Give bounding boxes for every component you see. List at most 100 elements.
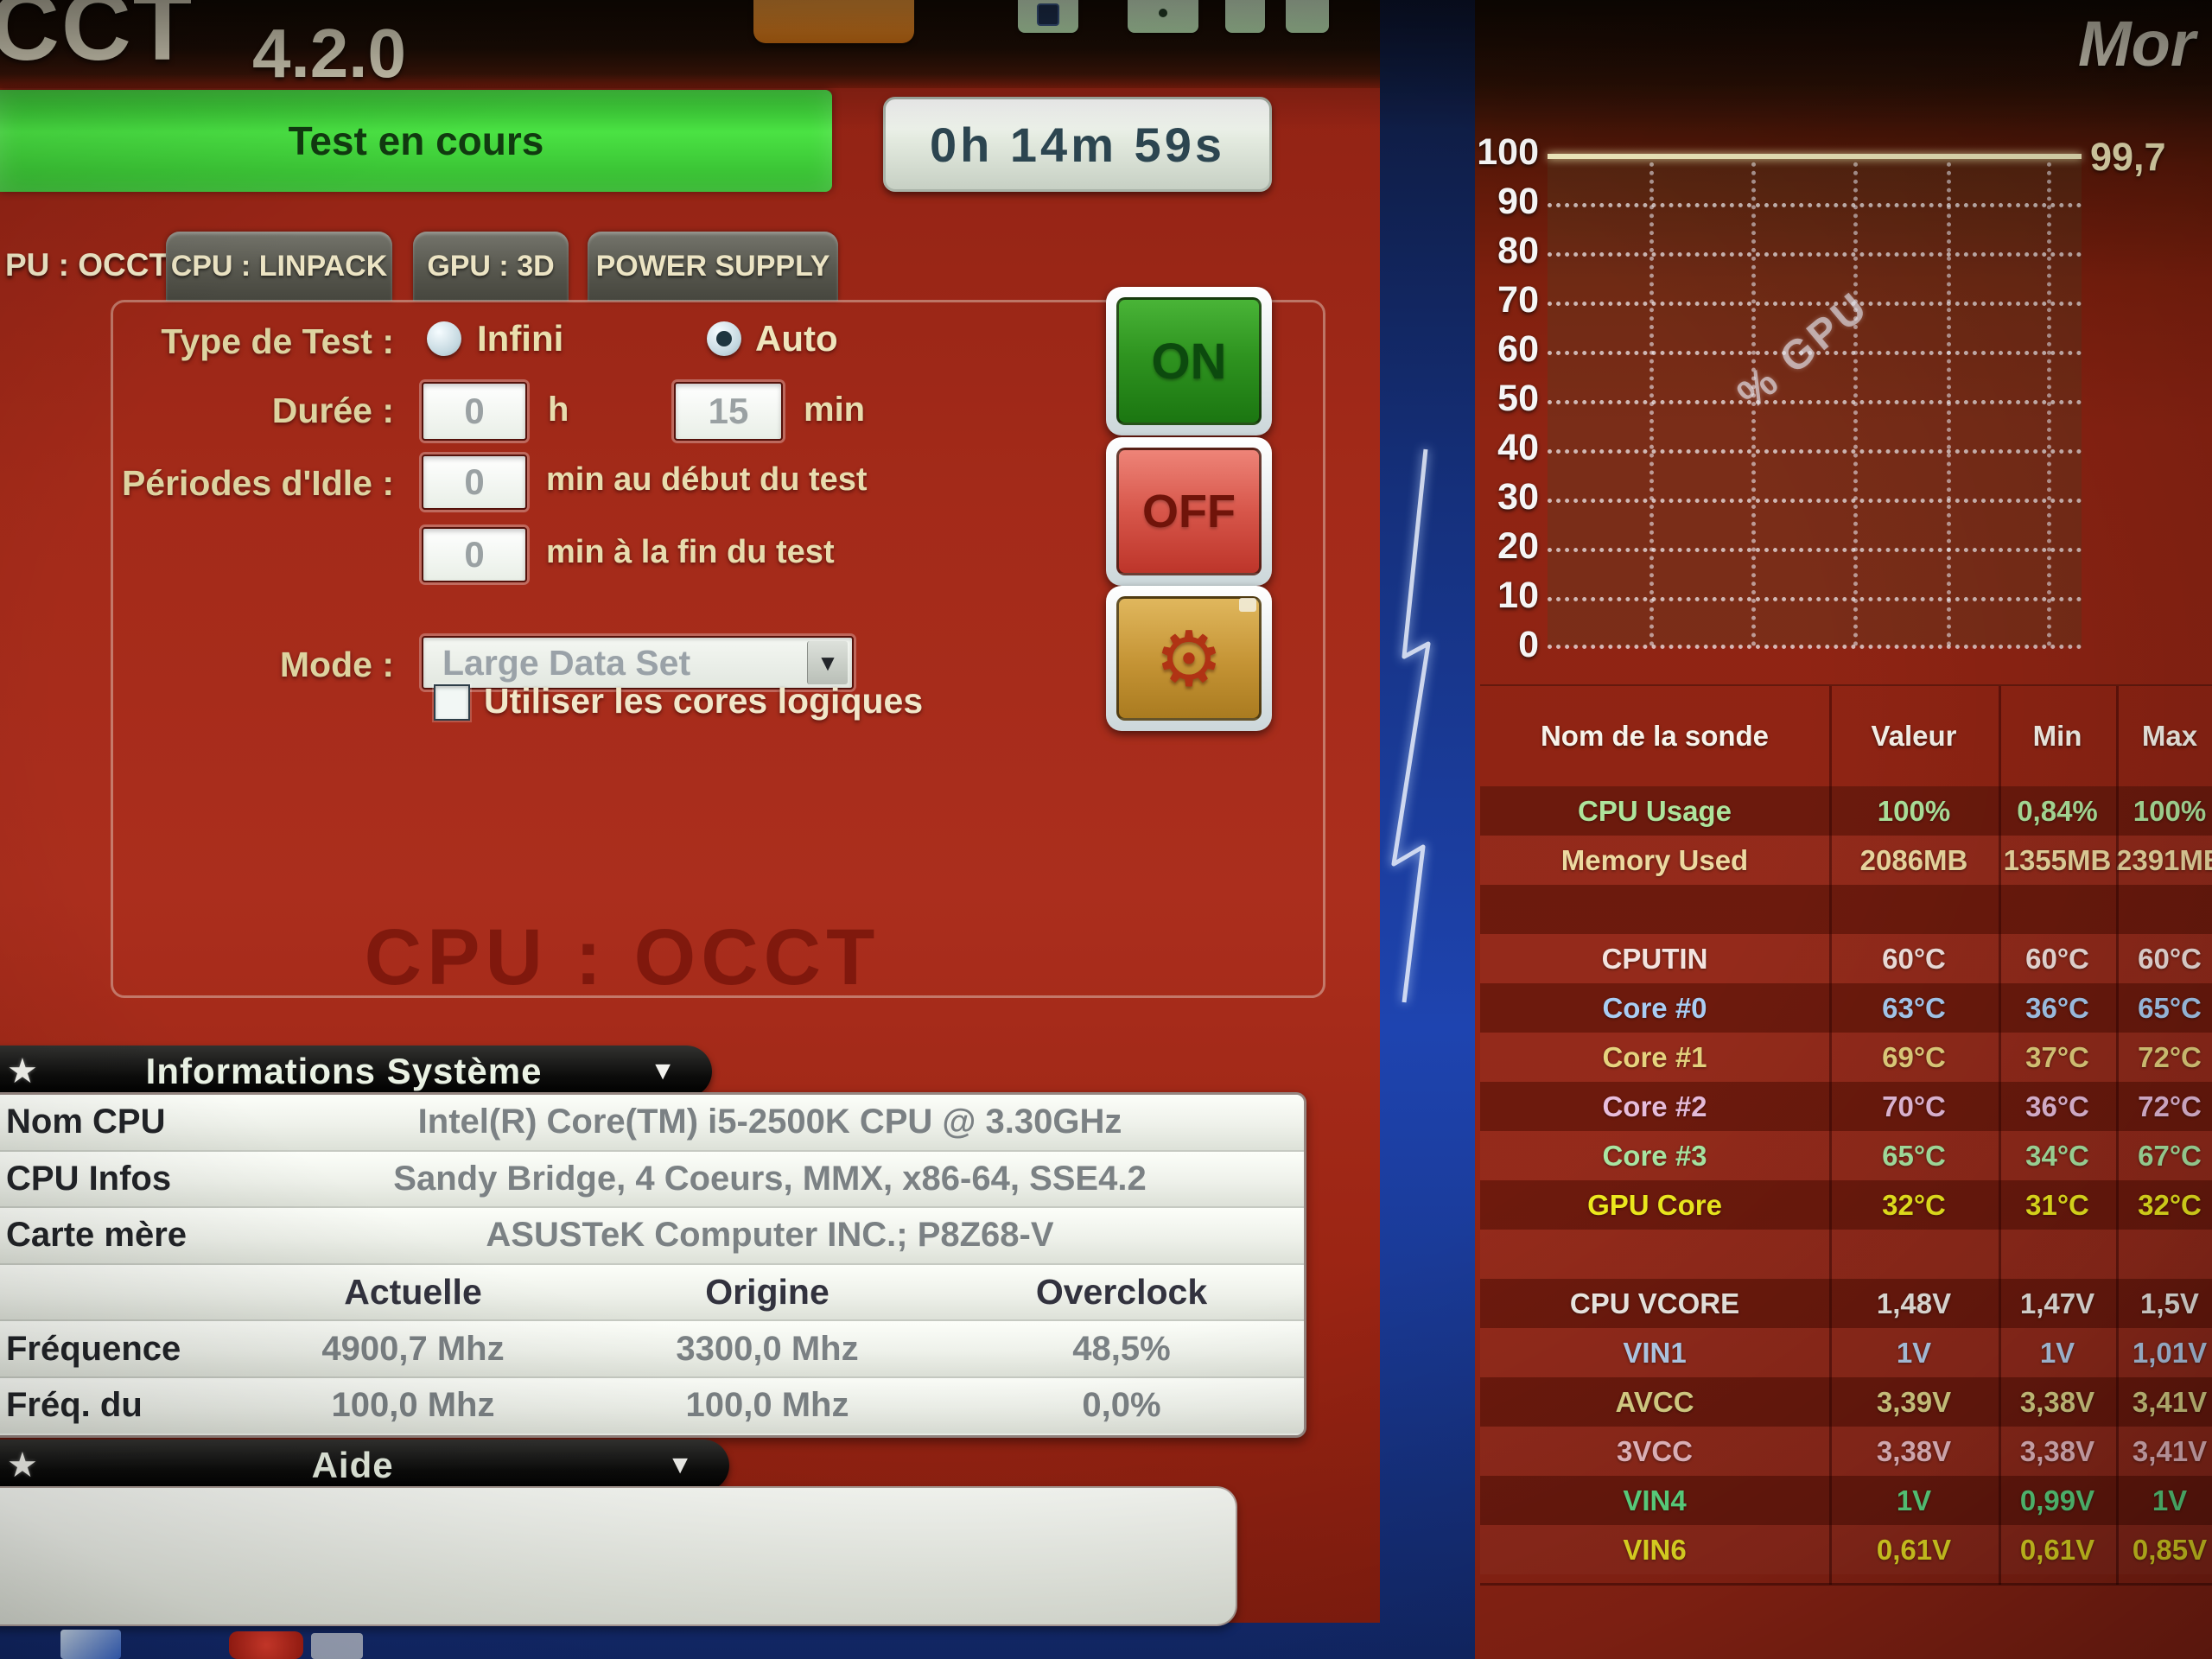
occt-main-window: CCT 4.2.0 Test en cours 0h 14m 59s PU : … xyxy=(0,0,1380,1626)
y-axis-tick: 50 xyxy=(1497,378,1539,419)
sensor-value: 1V xyxy=(1896,1484,1932,1516)
gridline xyxy=(1548,351,2082,355)
tab-cpu-linpack[interactable]: CPU : LINPACK xyxy=(166,232,392,301)
sensor-min: 34°C xyxy=(2025,1139,2089,1172)
idle-end-input[interactable]: 0 xyxy=(422,527,527,582)
sensor-value: 70°C xyxy=(1882,1090,1946,1122)
y-axis-tick: 80 xyxy=(1497,230,1539,271)
toolbar-mini-button-2[interactable] xyxy=(1128,0,1198,33)
orange-toolbar-button[interactable] xyxy=(753,0,914,43)
row-value: Sandy Bridge, 4 Coeurs, MMX, x86-64, SSE… xyxy=(393,1159,1147,1198)
sensor-row: CPU Usage 100% 0,84% 100% xyxy=(1480,786,2212,836)
toolbar-mini-button-4[interactable] xyxy=(1286,0,1329,33)
duree-hours-input[interactable]: 0 xyxy=(422,382,527,441)
star-icon: ★ xyxy=(7,1446,38,1484)
tab-power-supply[interactable]: POWER SUPPLY xyxy=(588,232,838,301)
sensor-value: 0,61V xyxy=(1876,1533,1952,1566)
radio-selected-dot xyxy=(716,331,732,346)
logical-cores-checkbox[interactable] xyxy=(434,684,470,721)
informations-systeme-header[interactable]: ★ Informations Système ▼ xyxy=(0,1046,712,1097)
gridline xyxy=(1947,154,1951,646)
settings-button[interactable]: ⚙ xyxy=(1106,586,1272,731)
row-value: ASUSTeK Computer INC.; P8Z68-V xyxy=(486,1216,1054,1255)
graph-plot-area: % GPU xyxy=(1548,154,2082,649)
y-axis-tick: 70 xyxy=(1497,279,1539,321)
aide-header[interactable]: ★ Aide ▼ xyxy=(0,1440,729,1491)
sensor-min: 0,99V xyxy=(2019,1484,2095,1516)
collapse-arrow-icon[interactable]: ▼ xyxy=(667,1451,693,1479)
sensor-max: 2391MB xyxy=(2116,843,2212,876)
sensor-max: 72°C xyxy=(2138,1040,2202,1073)
mode-select-arrow[interactable]: ▼ xyxy=(807,641,848,684)
tab-gpu-3d[interactable]: GPU : 3D xyxy=(413,232,569,301)
sensor-min: 1355MB xyxy=(2003,843,2112,876)
gridline xyxy=(2047,154,2051,646)
freq-actuelle: 4900,7 Mhz xyxy=(321,1329,505,1368)
sensor-name: Core #2 xyxy=(1602,1090,1707,1122)
sensor-row: 3VCC 3,38V 3,38V 3,41V xyxy=(1480,1427,2212,1476)
freq-actuelle: 100,0 Mhz xyxy=(331,1386,495,1425)
table-row: Carte mère ASUSTeK Computer INC.; P8Z68-… xyxy=(0,1208,1304,1265)
radio-auto-label[interactable]: Auto xyxy=(755,318,838,359)
sensor-min: 36°C xyxy=(2025,1090,2089,1122)
table-row: Fréq. du 100,0 Mhz 100,0 Mhz 0,0% xyxy=(0,1377,1304,1433)
sensor-value: 60°C xyxy=(1882,942,1946,975)
toolbar-mini-button-3[interactable] xyxy=(1225,0,1265,33)
sensor-max: 60°C xyxy=(2138,942,2202,975)
idle-start-input[interactable]: 0 xyxy=(422,454,527,510)
logical-cores-label[interactable]: Utiliser les cores logiques xyxy=(484,681,924,721)
off-button[interactable]: OFF xyxy=(1106,437,1272,586)
mode-select[interactable]: Large Data Set ▼ xyxy=(422,636,854,690)
row-label: Fréquence xyxy=(6,1329,181,1368)
sensor-min: 60°C xyxy=(2025,942,2089,975)
type-de-test-label: Type de Test : xyxy=(161,321,394,361)
taskbar-icon[interactable] xyxy=(60,1630,121,1659)
gridline xyxy=(1548,252,2082,257)
app-version: 4.2.0 xyxy=(252,15,406,92)
sensor-row: AVCC 3,39V 3,38V 3,41V xyxy=(1480,1377,2212,1427)
off-button-face: OFF xyxy=(1116,448,1262,575)
y-axis-tick: 40 xyxy=(1497,427,1539,468)
sensor-row: VIN4 1V 0,99V 1V xyxy=(1480,1476,2212,1525)
sensor-min: 1,47V xyxy=(2019,1287,2095,1319)
hours-unit-label: h xyxy=(548,391,569,429)
table-bottom-border xyxy=(1480,1583,2212,1586)
radio-infini[interactable] xyxy=(427,321,461,356)
table-row: CPU Infos Sandy Bridge, 4 Coeurs, MMX, x… xyxy=(0,1151,1304,1209)
sensor-max: 67°C xyxy=(2138,1139,2202,1172)
toolbar-mini-button-1[interactable] xyxy=(1018,0,1078,33)
mode-select-value: Large Data Set xyxy=(442,642,691,683)
sensor-max: 72°C xyxy=(2138,1090,2202,1122)
informations-systeme-title: Informations Système xyxy=(145,1051,543,1091)
sensor-name: 3VCC xyxy=(1616,1434,1694,1467)
gridline xyxy=(1548,548,2082,552)
collapse-arrow-icon[interactable]: ▼ xyxy=(650,1057,676,1085)
sensor-max: 1,01V xyxy=(2132,1336,2208,1369)
sensor-max: 3,41V xyxy=(2132,1385,2208,1418)
taskbar-icon[interactable] xyxy=(311,1633,363,1659)
sensor-min: 1V xyxy=(2039,1336,2075,1369)
radio-infini-label[interactable]: Infini xyxy=(477,318,564,359)
gear-chip-decoration xyxy=(1239,598,1256,612)
on-button[interactable]: ON xyxy=(1106,287,1272,435)
tab-cpu-occt[interactable]: PU : OCCT xyxy=(5,247,169,283)
duree-minutes-input[interactable]: 15 xyxy=(674,382,783,441)
freq-header-row: Actuelle Origine Overclock xyxy=(0,1264,1304,1322)
sensor-max: 3,41V xyxy=(2132,1434,2208,1467)
sensor-min: 31°C xyxy=(2025,1188,2089,1221)
sensor-max: 100% xyxy=(2133,794,2207,827)
sensor-row xyxy=(1480,1230,2212,1279)
radio-auto[interactable] xyxy=(707,321,741,356)
sensor-max: 65°C xyxy=(2138,991,2202,1024)
current-value-label: 99,7 xyxy=(2090,135,2166,179)
sensor-min: 36°C xyxy=(2025,991,2089,1024)
gridline xyxy=(1751,154,1756,646)
sensor-name: AVCC xyxy=(1615,1385,1694,1418)
y-axis-tick: 20 xyxy=(1497,525,1539,567)
test-status-banner: Test en cours xyxy=(0,90,832,192)
duree-label: Durée : xyxy=(271,391,394,430)
taskbar-icon[interactable] xyxy=(229,1631,303,1659)
on-button-face: ON xyxy=(1116,297,1262,425)
column-separator xyxy=(2116,686,2119,1585)
gridline xyxy=(1548,499,2082,503)
